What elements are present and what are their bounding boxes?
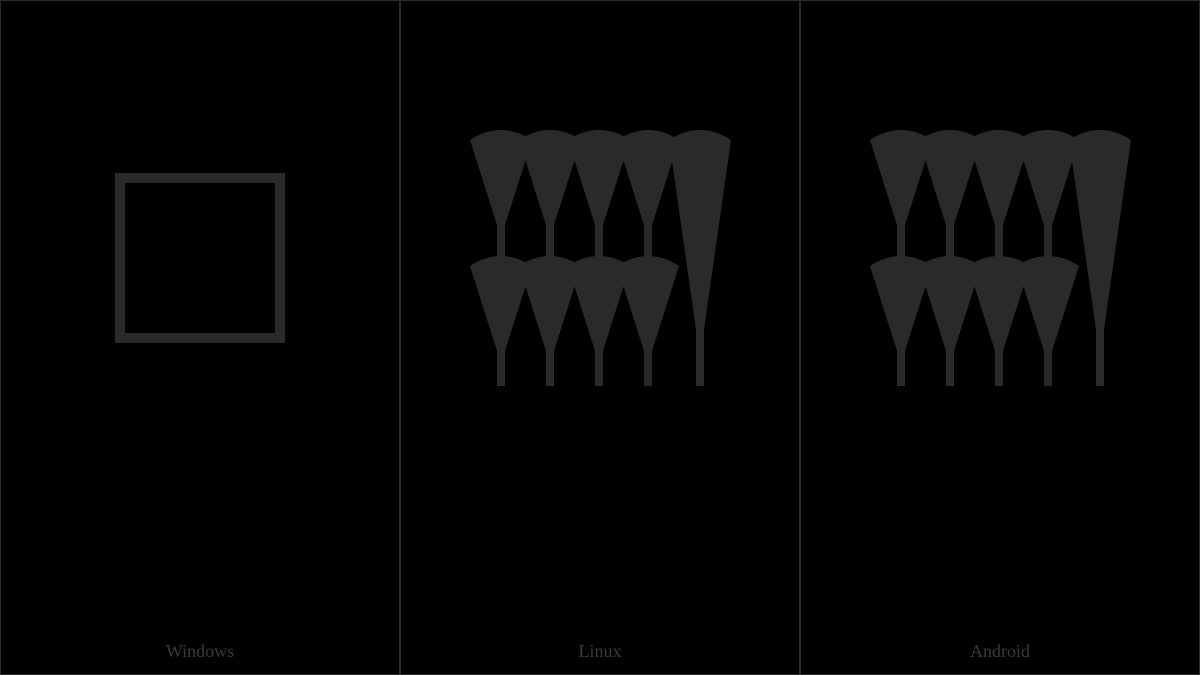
panel-android: Android bbox=[800, 0, 1200, 675]
wedge-tall-icon bbox=[669, 130, 731, 386]
wedge-column-tall bbox=[1069, 130, 1131, 386]
panel-label-android: Android bbox=[970, 641, 1030, 662]
panel-windows: Windows bbox=[0, 0, 400, 675]
glyph-area-linux bbox=[401, 1, 799, 674]
panel-label-windows: Windows bbox=[166, 641, 234, 662]
empty-glyph-box bbox=[115, 173, 285, 343]
wedge-tall-icon bbox=[1069, 130, 1131, 386]
panel-label-linux: Linux bbox=[579, 641, 622, 662]
panel-linux: Linux bbox=[400, 0, 800, 675]
glyph-area-windows bbox=[1, 1, 399, 674]
glyph-area-android bbox=[801, 1, 1199, 674]
wedge-column-tall bbox=[669, 130, 731, 386]
cuneiform-glyph-android bbox=[870, 130, 1131, 386]
cuneiform-glyph-linux bbox=[470, 130, 731, 386]
